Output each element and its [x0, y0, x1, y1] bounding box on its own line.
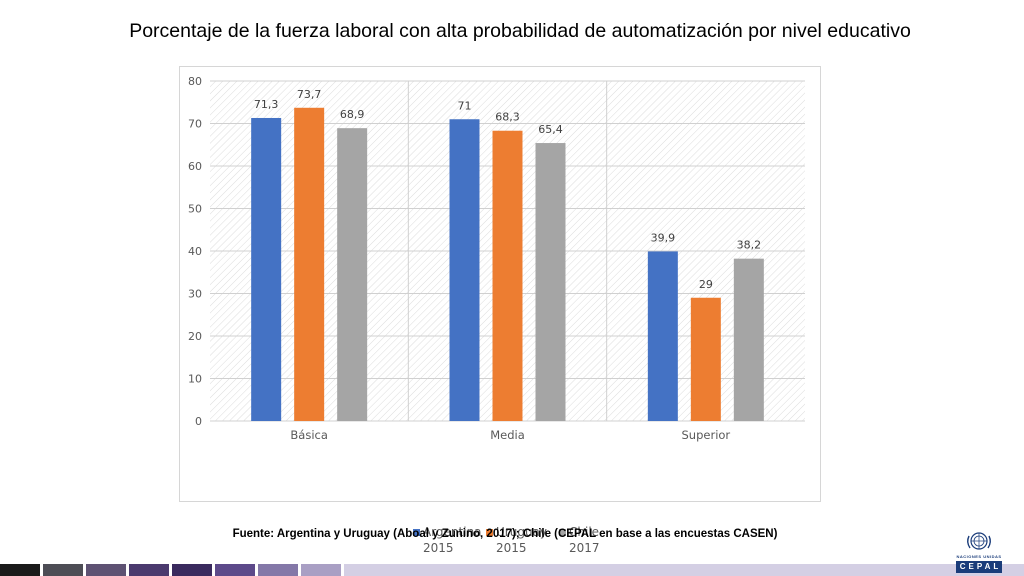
bar — [251, 117, 282, 421]
bar — [294, 107, 325, 422]
data-label: 68,3 — [495, 111, 520, 124]
legend-item-argentina: Argentina 2015 — [413, 524, 486, 556]
data-label: 38,2 — [737, 239, 762, 252]
data-label: 39,9 — [651, 231, 676, 244]
bar — [733, 258, 764, 421]
bar — [337, 128, 368, 422]
source-note: Fuente: Argentina y Uruguay (Aboal y Zun… — [232, 528, 778, 540]
y-tick-label: 0 — [195, 415, 202, 428]
bar — [449, 119, 480, 421]
bar — [690, 297, 721, 421]
y-tick-label: 30 — [188, 288, 202, 301]
legend-item-chile: Chile 2017 — [559, 524, 632, 556]
footer-segment — [344, 564, 1024, 576]
legend-label-chile: Chile 2017 — [569, 525, 600, 555]
bar — [647, 251, 678, 421]
y-tick-label: 20 — [188, 330, 202, 343]
y-tick-label: 60 — [188, 160, 202, 173]
footer-segment — [43, 564, 83, 576]
x-tick-label: Media — [490, 428, 525, 442]
y-tick-label: 80 — [188, 75, 202, 88]
x-tick-label: Superior — [682, 428, 731, 442]
y-tick-label: 40 — [188, 245, 202, 258]
un-emblem-icon — [967, 532, 991, 550]
footer-segment — [86, 564, 126, 576]
x-tick-label: Básica — [290, 428, 328, 442]
legend-label-uruguay: Uruguay 2015 — [496, 525, 547, 555]
bar — [492, 130, 523, 421]
data-label: 65,4 — [538, 123, 563, 136]
chart-frame: 0 10 20 30 40 50 60 70 80 71,3 73,7 68,9 Básica 71 68,… — [179, 66, 821, 555]
footer-segment — [0, 564, 40, 576]
y-tick-label: 10 — [188, 373, 202, 386]
footer-segment — [258, 564, 298, 576]
legend-item-uruguay: Uruguay 2015 — [486, 524, 559, 556]
data-label: 68,9 — [340, 108, 365, 121]
footer-color-bar — [0, 564, 1024, 576]
chart-legend: Argentina 2015 Uruguay 2015 Chile 2017 — [413, 524, 632, 556]
data-label: 71 — [458, 99, 472, 112]
logo-un-text: NACIONES UNIDAS — [956, 554, 1002, 559]
data-label: 29 — [699, 278, 713, 291]
y-tick-label: 50 — [188, 203, 202, 216]
page-title: Porcentaje de la fuerza laboral con alta… — [129, 20, 911, 42]
legend-swatch-chile — [559, 529, 566, 536]
logo-org-text: CEPAL — [956, 561, 1002, 573]
data-label: 73,7 — [297, 88, 322, 101]
cepal-logo: NACIONES UNIDAS CEPAL — [956, 530, 1002, 576]
footer-segment — [129, 564, 169, 576]
legend-label-argentina: Argentina 2015 — [423, 525, 482, 555]
footer-segment — [215, 564, 255, 576]
bar — [535, 143, 566, 422]
footer-segment — [301, 564, 341, 576]
footer-segment — [172, 564, 212, 576]
y-tick-label: 70 — [188, 118, 202, 131]
legend-swatch-uruguay — [486, 529, 493, 536]
legend-swatch-argentina — [413, 529, 420, 536]
bar-chart: 0 10 20 30 40 50 60 70 80 71,3 73,7 68,9 Básica 71 68,… — [188, 75, 805, 442]
data-label: 71,3 — [254, 98, 279, 111]
